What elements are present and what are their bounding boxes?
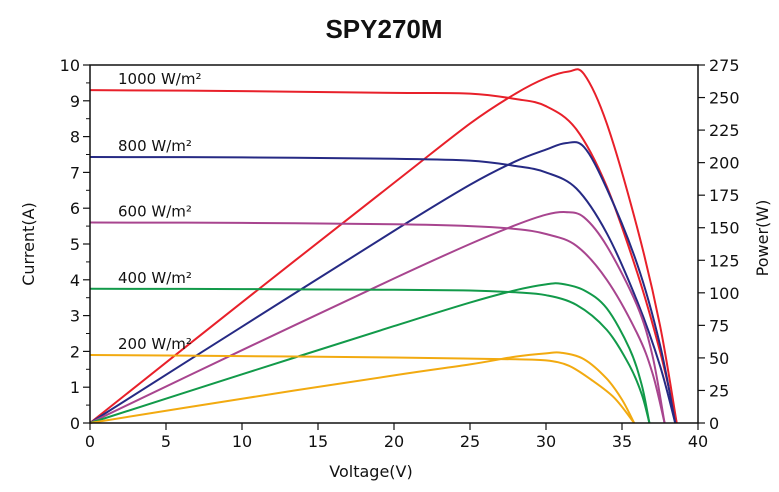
x-tick-label: 20 bbox=[384, 432, 404, 451]
y-tick-label: 1 bbox=[70, 378, 80, 397]
chart-title: SPY270M bbox=[325, 14, 442, 44]
y-tick-label: 7 bbox=[70, 163, 80, 182]
y-axis-ticks: 0 1 2 3 4 5 6 7 8 9 10 bbox=[60, 56, 90, 433]
iv-curve-0 bbox=[89, 89, 678, 424]
x-tick-label: 25 bbox=[460, 432, 480, 451]
curves bbox=[89, 68, 678, 424]
y2-tick-label: 200 bbox=[709, 154, 740, 173]
pv-curve-4 bbox=[89, 351, 636, 424]
y-tick-label: 5 bbox=[70, 235, 80, 254]
x-tick-label: 10 bbox=[232, 432, 252, 451]
series-labels: 1000 W/m² 800 W/m² 600 W/m² 400 W/m² 200 W/m… bbox=[118, 70, 201, 353]
y2-axis-label: Power(W) bbox=[753, 200, 772, 277]
y-axis-label: Current(A) bbox=[19, 202, 38, 286]
y-tick-label: 4 bbox=[70, 271, 80, 290]
y-tick-label: 9 bbox=[70, 92, 80, 111]
x-tick-label: 5 bbox=[161, 432, 171, 451]
y-tick-label: 3 bbox=[70, 307, 80, 326]
y2-axis-ticks: 0 25 50 75 100 125 150 175 200 225 250 275 bbox=[698, 56, 740, 433]
iv-curve-3 bbox=[89, 287, 651, 424]
y2-tick-label: 150 bbox=[709, 219, 740, 238]
y-tick-label: 8 bbox=[70, 128, 80, 147]
pv-curve-1 bbox=[89, 141, 677, 424]
x-axis-ticks: 0 5 10 15 20 25 30 35 40 bbox=[85, 423, 708, 451]
pv-curve-3 bbox=[89, 282, 651, 424]
y-tick-label: 0 bbox=[70, 414, 80, 433]
y2-tick-label: 250 bbox=[709, 89, 740, 108]
y2-tick-label: 25 bbox=[709, 381, 729, 400]
series-label-2: 600 W/m² bbox=[118, 203, 192, 221]
series-label-0: 1000 W/m² bbox=[118, 70, 201, 88]
y2-tick-label: 50 bbox=[709, 349, 729, 368]
pv-curve-2 bbox=[89, 211, 666, 424]
x-tick-label: 15 bbox=[308, 432, 328, 451]
iv-curve-2 bbox=[89, 221, 666, 424]
y2-tick-label: 125 bbox=[709, 251, 740, 270]
y2-tick-label: 75 bbox=[709, 316, 729, 335]
y2-tick-label: 225 bbox=[709, 121, 740, 140]
y2-tick-label: 175 bbox=[709, 186, 740, 205]
y2-tick-label: 275 bbox=[709, 56, 740, 75]
y2-tick-label: 100 bbox=[709, 284, 740, 303]
series-label-4: 200 W/m² bbox=[118, 335, 192, 353]
y2-tick-label: 0 bbox=[709, 414, 719, 433]
y-tick-label: 2 bbox=[70, 342, 80, 361]
x-tick-label: 30 bbox=[536, 432, 556, 451]
series-label-3: 400 W/m² bbox=[118, 269, 192, 287]
x-tick-label: 40 bbox=[688, 432, 708, 451]
x-tick-label: 0 bbox=[85, 432, 95, 451]
y-tick-label: 10 bbox=[60, 56, 80, 75]
series-label-1: 800 W/m² bbox=[118, 137, 192, 155]
pv-curve-0 bbox=[89, 68, 678, 424]
x-tick-label: 35 bbox=[612, 432, 632, 451]
iv-curve-1 bbox=[89, 156, 677, 424]
iv-curve-4 bbox=[89, 354, 635, 424]
y-tick-label: 6 bbox=[70, 199, 80, 218]
plot-frame bbox=[89, 64, 699, 424]
x-axis-label: Voltage(V) bbox=[329, 462, 412, 481]
